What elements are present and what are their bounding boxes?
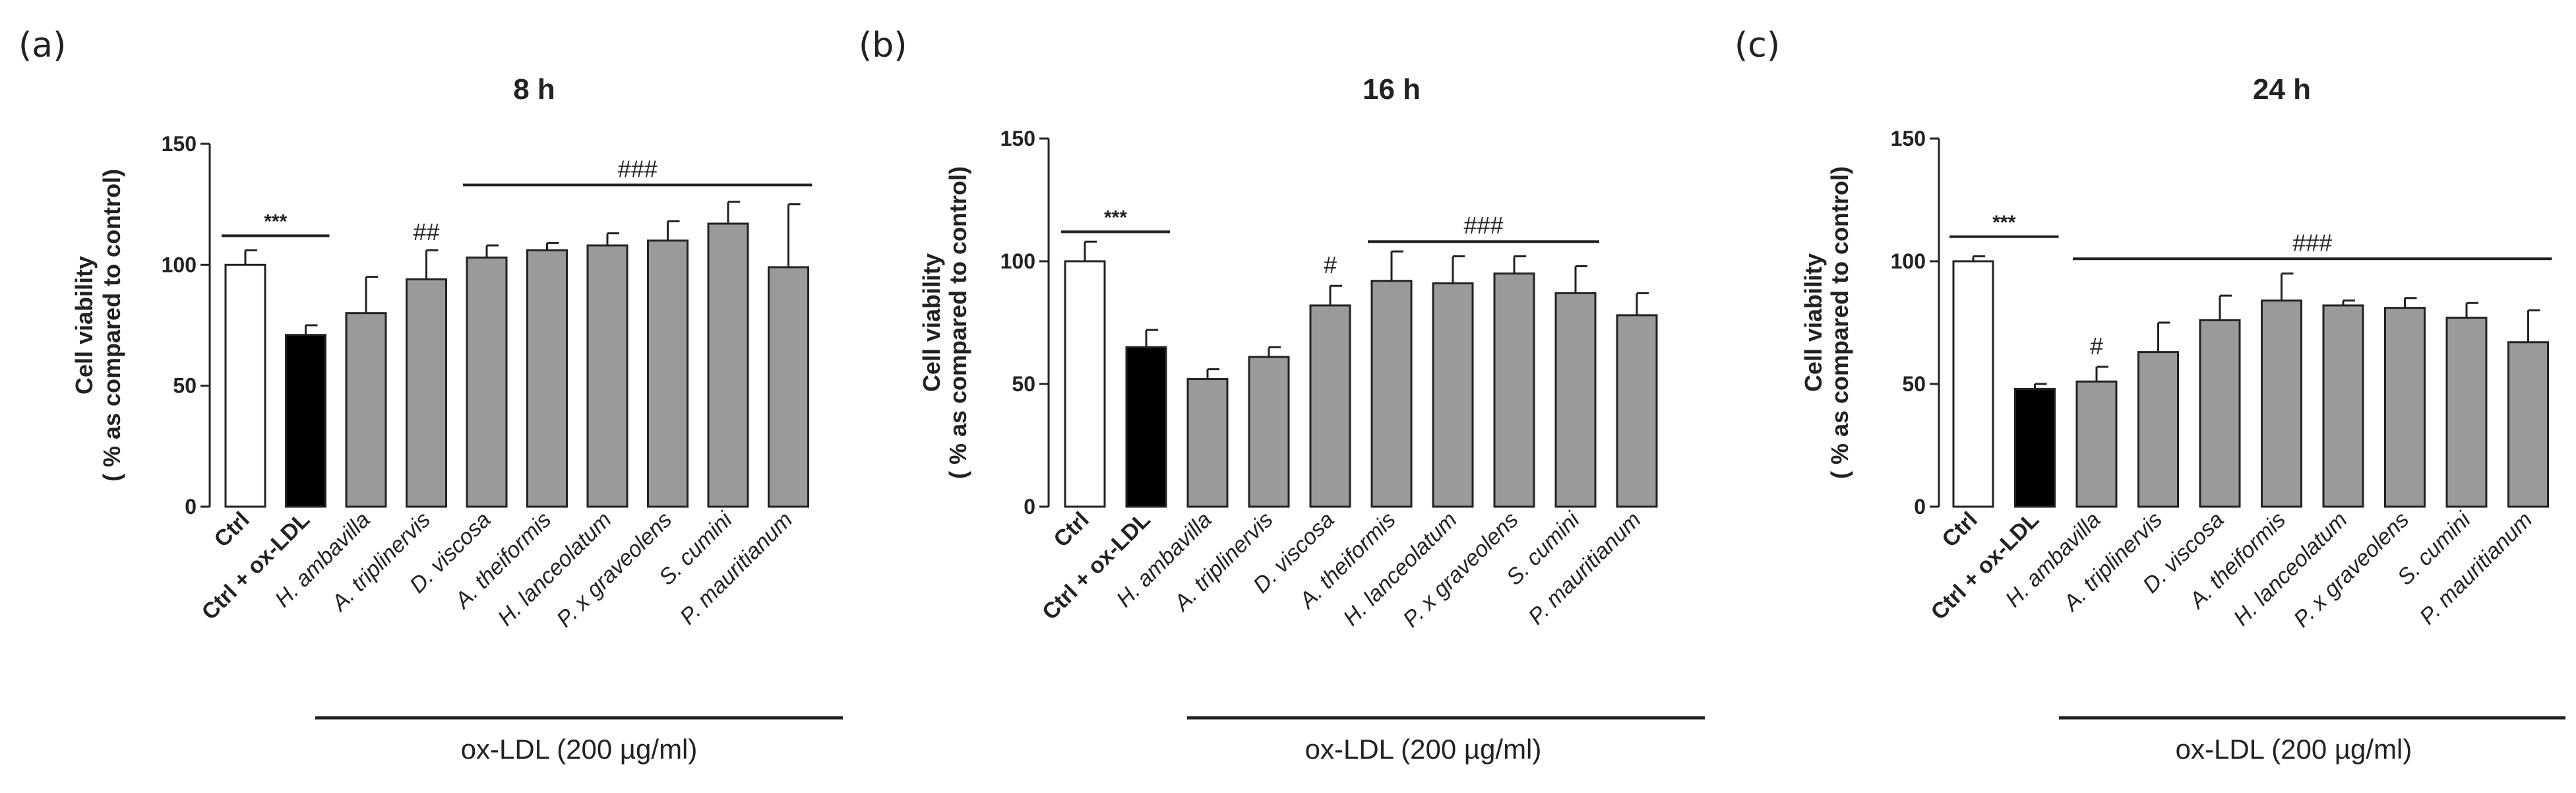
x-tick-label: Ctrl + ox-LDL — [1926, 507, 2044, 625]
bar — [1616, 314, 1658, 508]
chart-title: 16 h — [1363, 73, 1421, 106]
treatment-label: ox-LDL (200 µg/ml) — [2176, 734, 2412, 765]
bar — [2137, 351, 2179, 508]
bar — [586, 244, 629, 508]
y-tick-label: 50 — [1012, 372, 1035, 396]
bar — [647, 239, 689, 508]
x-tick-label: Ctrl + ox-LDL — [197, 507, 315, 625]
bar — [2322, 304, 2364, 508]
x-tick-label: Ctrl — [1049, 507, 1093, 552]
y-tick-label: 50 — [173, 374, 197, 398]
y-tick-label: 50 — [1902, 372, 1926, 396]
treatment-label: ox-LDL (200 µg/ml) — [461, 734, 698, 765]
significance-label: *** — [1104, 206, 1127, 228]
x-tick-label: Ctrl — [1937, 507, 1982, 552]
y-axis-label: ( % as compared to control) — [98, 169, 125, 482]
bar — [2507, 341, 2549, 508]
chart-panel-3: (c) 24 h Cell viability( % as compared to … — [1734, 26, 2565, 765]
significance-label: *** — [264, 210, 287, 232]
bar — [1186, 378, 1229, 508]
bar — [707, 222, 749, 508]
y-axis-label: Cell viability — [1800, 253, 1827, 392]
bar — [1309, 304, 1351, 508]
y-tick-label: 100 — [1000, 249, 1035, 273]
bar — [1554, 292, 1597, 508]
bar — [526, 249, 568, 508]
treatment-label: ox-LDL (200 µg/ml) — [1305, 734, 1542, 765]
y-axis-label: ( % as compared to control) — [1826, 166, 1853, 479]
x-tick-label: P. mauritianum — [1523, 507, 1645, 629]
y-tick-label: 100 — [162, 253, 197, 276]
x-tick-label: P. mauritianum — [2415, 507, 2537, 629]
bar — [2261, 300, 2302, 508]
bar — [345, 312, 387, 508]
y-axis-label: Cell viability — [71, 256, 98, 395]
bar — [2384, 307, 2426, 508]
significance-label: # — [2090, 333, 2103, 360]
bar — [406, 278, 447, 508]
y-tick-label: 0 — [1024, 495, 1035, 519]
bar — [1493, 272, 1535, 508]
chart-title: 24 h — [2253, 73, 2311, 106]
chart-panel-1: (a) 8 h Cell viability( % as compared to c… — [18, 26, 843, 765]
panel-letter: (b) — [859, 26, 907, 65]
bar — [2014, 387, 2056, 508]
y-tick-label: 0 — [185, 495, 197, 519]
y-axis-label: Cell viability — [918, 253, 945, 392]
chart-title: 8 h — [513, 73, 555, 106]
panel-letter: (c) — [1734, 26, 1780, 65]
x-tick-label: Ctrl + ox-LDL — [1037, 507, 1155, 625]
bar — [768, 266, 809, 508]
y-tick-label: 0 — [1914, 495, 1926, 519]
bar — [2445, 317, 2488, 508]
significance-label: # — [1324, 251, 1337, 278]
bar — [285, 334, 326, 508]
bar — [466, 256, 508, 508]
bar — [1248, 356, 1290, 508]
y-tick-label: 150 — [1891, 127, 1926, 150]
significance-label: ## — [413, 218, 439, 245]
y-tick-label: 150 — [1000, 127, 1035, 150]
significance-label: ### — [2292, 229, 2332, 256]
significance-label: ### — [618, 155, 658, 182]
bar — [2199, 319, 2241, 508]
significance-label: ### — [1463, 212, 1503, 239]
bar — [2075, 380, 2118, 508]
bar — [1370, 280, 1413, 508]
chart-panel-2: (b) 16 h Cell viability( % as compared to … — [859, 26, 1705, 765]
bar — [1125, 346, 1167, 508]
y-axis-label: ( % as compared to control) — [944, 166, 971, 479]
bar — [1952, 260, 1994, 508]
bar — [1432, 282, 1474, 508]
y-tick-label: 150 — [162, 132, 197, 156]
panel-letter: (a) — [18, 26, 66, 65]
bar — [224, 263, 266, 508]
y-tick-label: 100 — [1891, 249, 1926, 273]
significance-label: *** — [1992, 212, 2015, 234]
x-tick-label: Ctrl — [209, 507, 254, 552]
bar — [1064, 260, 1106, 508]
